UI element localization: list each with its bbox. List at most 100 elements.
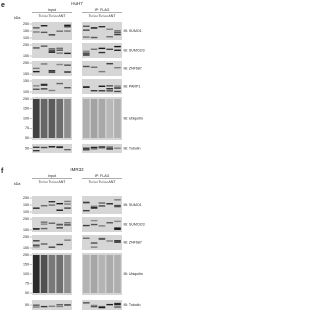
band — [114, 220, 121, 223]
band — [48, 222, 56, 224]
band — [90, 148, 98, 150]
band — [114, 303, 121, 306]
marker-label: 250 — [23, 43, 29, 47]
lane-labels: Tu Lu Tu Lu ANT — [88, 180, 116, 184]
band — [114, 241, 121, 244]
band — [40, 305, 48, 308]
blot-label: IB: SUMO1 — [124, 203, 142, 207]
marker-label: 150 — [23, 262, 29, 266]
band — [48, 69, 56, 72]
smear — [98, 99, 106, 138]
blot — [82, 144, 122, 153]
band — [90, 223, 98, 226]
band — [33, 207, 40, 209]
blot-label: IB: SUMO1 — [124, 29, 142, 33]
blot — [82, 196, 122, 214]
band — [114, 147, 121, 149]
blot — [82, 97, 122, 140]
band — [33, 246, 40, 248]
blot — [82, 235, 122, 250]
band — [48, 48, 56, 50]
lane-labels: Tu Lu Tu Lu ANT — [38, 14, 66, 18]
band — [106, 90, 113, 92]
band — [106, 28, 113, 30]
band — [48, 246, 56, 248]
blot — [32, 253, 72, 295]
band — [106, 203, 113, 205]
blot-background — [32, 196, 72, 214]
band — [56, 30, 63, 32]
band — [98, 238, 106, 240]
band — [56, 63, 63, 66]
band — [90, 207, 98, 209]
band — [83, 25, 90, 27]
marker-label: 150 — [23, 54, 29, 58]
band — [83, 65, 90, 68]
band — [40, 223, 48, 225]
blot — [82, 300, 122, 310]
blot-label: IB: ZNF687 — [124, 66, 142, 70]
band — [33, 244, 40, 246]
band — [83, 29, 90, 31]
marker-label: 75 — [25, 126, 29, 130]
band — [106, 36, 113, 38]
band — [98, 202, 106, 204]
band — [83, 209, 90, 212]
band — [90, 147, 98, 149]
marker-label: 75 — [25, 281, 29, 285]
band — [33, 149, 40, 152]
band — [98, 205, 106, 207]
band — [90, 246, 98, 248]
band — [114, 204, 121, 207]
band — [90, 305, 98, 308]
band — [64, 148, 71, 151]
column-header: IP: FLAG — [95, 174, 110, 178]
smear — [64, 255, 71, 293]
smear — [83, 255, 90, 293]
marker-label: 150 — [23, 228, 29, 232]
band — [56, 243, 63, 246]
band — [33, 31, 40, 33]
blot — [82, 43, 122, 58]
blot — [32, 144, 72, 153]
marker-label: 250 — [23, 217, 29, 221]
blot-label: IB: Tubulin — [124, 303, 141, 307]
band — [83, 148, 90, 150]
band — [114, 30, 121, 32]
band — [83, 201, 90, 203]
band — [40, 243, 48, 245]
band — [114, 85, 121, 87]
band — [114, 87, 121, 89]
band — [114, 227, 121, 229]
band — [48, 204, 56, 206]
band — [98, 85, 106, 87]
band — [40, 83, 48, 86]
smear — [90, 255, 98, 293]
figure: e HuH7 kDa Input Tu Lu Tu Lu ANT IP: FLAG Tu L… — [1, 1, 145, 310]
blot-label: IB: ZNF687 — [124, 240, 142, 244]
band — [90, 36, 98, 39]
column-header: Input — [48, 174, 56, 178]
band — [83, 50, 90, 52]
band — [114, 199, 121, 201]
band — [114, 45, 121, 48]
unit-label: kDa — [14, 16, 20, 20]
band — [33, 85, 40, 87]
band — [114, 67, 121, 69]
band — [114, 240, 121, 242]
marker-label: 150 — [23, 203, 29, 207]
marker-label: 50 — [25, 146, 29, 150]
panel-letter: f — [1, 168, 4, 175]
band — [48, 305, 56, 308]
band — [56, 227, 63, 229]
blot-background — [82, 97, 122, 140]
band — [48, 49, 56, 52]
marker-label: 250 — [23, 61, 29, 65]
band — [56, 49, 63, 51]
blot — [82, 22, 122, 40]
smear — [98, 255, 106, 293]
blot — [32, 22, 72, 40]
marker-label: 250 — [23, 97, 29, 101]
band — [83, 147, 90, 149]
smear — [83, 99, 90, 138]
